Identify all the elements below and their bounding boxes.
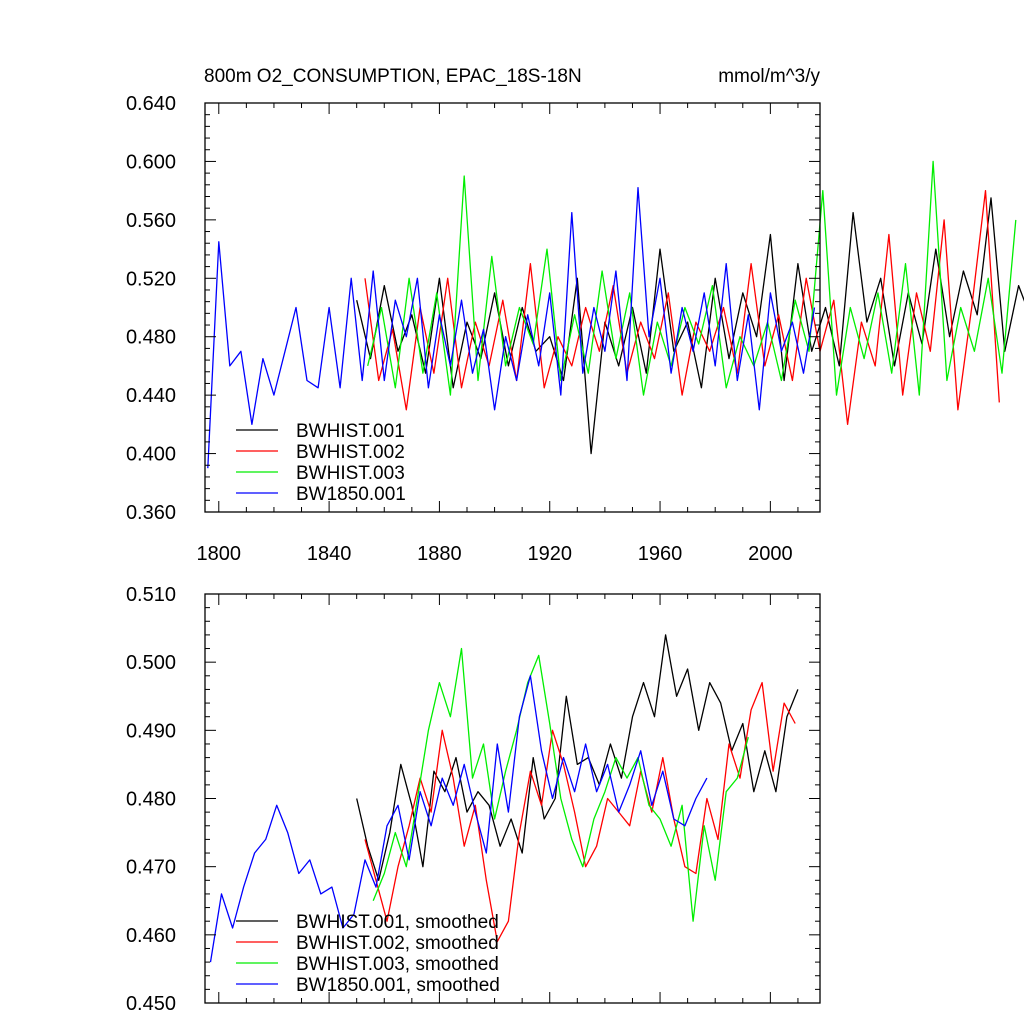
legend-label-bwhist-001: BWHIST.001 xyxy=(296,421,405,442)
top-xtick-label: 1840 xyxy=(307,543,352,565)
panel-top-legend: BWHIST.001 BWHIST.002 BWHIST.003 BW1850.… xyxy=(236,421,406,505)
legend-label-bwhist-002-smoothed: BWHIST.002, smoothed xyxy=(296,933,499,954)
bottom-ytick-label: 0.500 xyxy=(126,652,176,674)
panel-top-title: 800m O2_CONSUMPTION, EPAC_18S-18N xyxy=(204,66,582,87)
bottom-ytick-label: 0.460 xyxy=(126,925,176,947)
series-line-bw1850-001 xyxy=(207,187,816,469)
panel-top: 800m O2_CONSUMPTION, EPAC_18S-18N mmol/m… xyxy=(126,66,1024,565)
top-xtick-label: 1920 xyxy=(527,543,572,565)
series-line-bwhist-001 xyxy=(356,197,1024,455)
top-xtick-label: 1960 xyxy=(638,543,683,565)
bottom-ytick-label: 0.490 xyxy=(126,720,176,742)
top-xtick-label: 1800 xyxy=(197,543,242,565)
legend-label-bwhist-002: BWHIST.002 xyxy=(296,442,405,463)
bottom-ytick-label: 0.470 xyxy=(126,857,176,879)
panel-bottom-ticks: 0.450 0.460 0.470 0.480 0.490 0.500 0.510 xyxy=(126,584,820,1015)
legend-label-bwhist-003-smoothed: BWHIST.003, smoothed xyxy=(296,954,499,975)
top-xtick-label: 1880 xyxy=(417,543,462,565)
series-line-bwhist-003-smoothed xyxy=(372,647,749,922)
top-ytick-label: 0.480 xyxy=(126,327,176,349)
legend-label-bw1850-001: BW1850.001 xyxy=(296,484,406,505)
top-ytick-label: 0.640 xyxy=(126,93,176,115)
panel-top-ticks: 0.360 0.400 0.440 0.480 0.520 0.560 0.600 0.640… xyxy=(126,93,820,565)
bottom-ytick-label: 0.510 xyxy=(126,584,176,606)
top-ytick-label: 0.400 xyxy=(126,444,176,466)
series-line-bwhist-002-smoothed xyxy=(364,681,796,943)
top-ytick-label: 0.600 xyxy=(126,151,176,173)
panel-top-frame xyxy=(204,102,821,513)
series-line-bwhist-003 xyxy=(367,160,1017,396)
series-line-bwhist-002 xyxy=(364,189,1000,426)
panel-top-units: mmol/m^3/y xyxy=(718,66,820,87)
bottom-ytick-label: 0.450 xyxy=(126,993,176,1015)
legend-label-bw1850-001-smoothed: BW1850.001, smoothed xyxy=(296,975,500,996)
series-line-bwhist-001-smoothed xyxy=(356,634,799,881)
legend-label-bwhist-001-smoothed: BWHIST.001, smoothed xyxy=(296,912,499,933)
panel-top-series-group xyxy=(207,160,1024,469)
bottom-ytick-label: 0.480 xyxy=(126,789,176,811)
top-ytick-label: 0.440 xyxy=(126,385,176,407)
panel-bottom-legend: BWHIST.001, smoothed BWHIST.002, smoothe… xyxy=(236,912,500,996)
top-ytick-label: 0.520 xyxy=(126,268,176,290)
top-xtick-label: 2000 xyxy=(748,543,793,565)
panel-bottom: 0.450 0.460 0.470 0.480 0.490 0.500 0.510 BWHI… xyxy=(126,584,821,1015)
series-line-bw1850-001-smoothed xyxy=(209,675,708,963)
legend-label-bwhist-003: BWHIST.003 xyxy=(296,463,405,484)
panel-bottom-series-group xyxy=(209,634,799,963)
top-ytick-label: 0.360 xyxy=(126,502,176,524)
top-ytick-label: 0.560 xyxy=(126,210,176,232)
